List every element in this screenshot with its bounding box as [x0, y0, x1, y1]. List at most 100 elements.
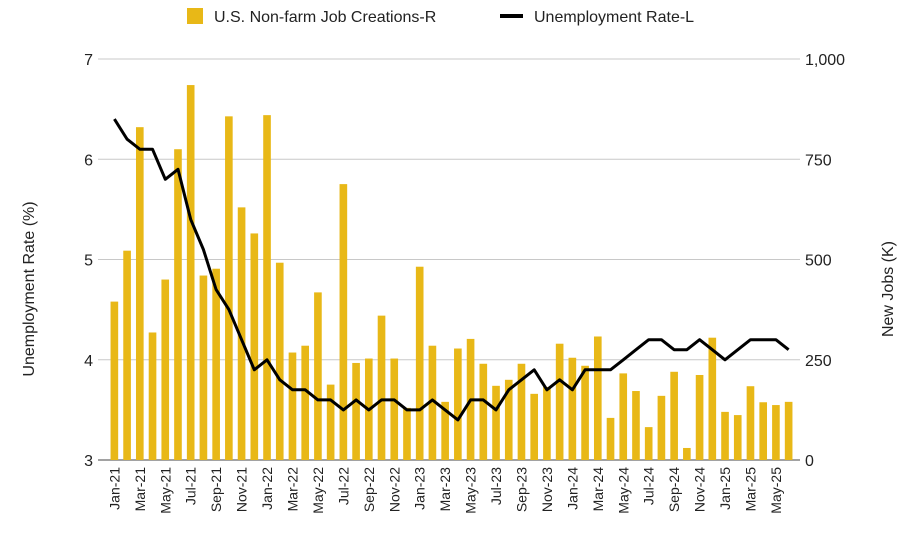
job-bar [593, 336, 602, 460]
job-bar [568, 357, 577, 460]
job-bar [199, 275, 208, 460]
job-bar [186, 85, 195, 460]
left-tick-label: 4 [84, 353, 93, 370]
job-bar [454, 348, 462, 460]
right-axis-ticks: 0 250 500 750 1,000 [805, 52, 845, 470]
x-tick-label: Sep-22 [361, 467, 377, 512]
x-tick-label: Jul-22 [335, 467, 351, 505]
job-bar [237, 207, 246, 460]
job-bar [492, 385, 500, 460]
x-tick-label: Jan-24 [564, 467, 580, 510]
job-bar [759, 402, 768, 460]
bar-series [110, 85, 793, 461]
legend-line-label: Unemployment Rate-L [534, 9, 694, 26]
x-tick-label: Nov-21 [234, 467, 250, 512]
x-tick-label: Jul-23 [488, 467, 504, 505]
x-tick-label: Jan-21 [106, 467, 122, 510]
job-bar [530, 393, 539, 460]
job-bar [772, 405, 780, 460]
job-bar [733, 415, 742, 460]
x-tick-label: May-23 [463, 467, 479, 514]
job-bar [644, 427, 653, 460]
job-bar [555, 343, 564, 460]
x-tick-label: Mar-24 [590, 467, 606, 512]
left-tick-label: 6 [84, 152, 93, 169]
job-bar [517, 363, 526, 460]
job-bar [390, 358, 399, 460]
job-bar [301, 345, 310, 460]
x-tick-label: May-24 [615, 467, 631, 514]
job-bar [721, 411, 729, 460]
x-tick-label: Jul-21 [183, 467, 199, 505]
job-bar [441, 401, 449, 460]
job-bar [657, 395, 666, 460]
job-bar [314, 292, 322, 460]
job-bar [174, 149, 182, 460]
job-bar [581, 365, 589, 460]
job-bar [275, 262, 284, 460]
job-bar [632, 391, 640, 460]
x-tick-label: Sep-24 [666, 467, 682, 512]
left-tick-label: 7 [84, 52, 93, 69]
job-bar [606, 417, 615, 460]
job-bar [784, 401, 793, 460]
job-bar [225, 116, 233, 460]
job-bar [161, 279, 170, 460]
x-tick-label: Sep-23 [513, 467, 529, 512]
job-bar [377, 315, 386, 460]
job-bar [250, 233, 259, 460]
x-tick-label: Nov-22 [386, 467, 402, 512]
job-bar [708, 337, 717, 460]
right-tick-label: 750 [805, 152, 832, 169]
x-tick-label: Nov-24 [692, 467, 708, 512]
job-bar [135, 127, 144, 461]
line-series [113, 118, 790, 422]
job-bar [288, 352, 297, 460]
x-tick-label: Mar-23 [437, 467, 453, 512]
job-bar [403, 407, 411, 460]
job-bar [212, 268, 220, 460]
x-tick-label: Mar-22 [284, 467, 300, 512]
x-tick-label: Mar-25 [742, 467, 758, 512]
x-tick-label: Sep-21 [208, 467, 224, 512]
right-tick-label: 250 [805, 353, 832, 370]
legend-bar-swatch [187, 8, 203, 24]
left-tick-label: 5 [84, 253, 93, 270]
right-axis-title: New Jobs (K) [880, 241, 897, 337]
job-bar [479, 363, 488, 460]
x-axis-ticks: Jan-21 Mar-21 May-21 Jul-21 Sep-21 Nov-21 Jan-… [106, 467, 784, 514]
job-bar [339, 184, 348, 460]
job-bar [619, 373, 628, 460]
right-tick-label: 1,000 [805, 52, 845, 69]
job-bar [695, 374, 704, 460]
job-bar [428, 345, 437, 460]
job-bar [504, 379, 513, 460]
x-tick-label: May-25 [768, 467, 784, 514]
job-bar [110, 301, 119, 460]
job-bar [263, 115, 271, 460]
left-axis-ticks: 3 4 5 6 7 [84, 52, 93, 470]
right-tick-label: 500 [805, 253, 832, 270]
job-bar [148, 332, 157, 460]
left-tick-label: 3 [84, 453, 93, 470]
x-tick-label: Nov-23 [539, 467, 555, 512]
right-tick-label: 0 [805, 453, 814, 470]
job-bar [123, 250, 131, 460]
x-tick-label: Jan-23 [412, 467, 428, 510]
unemployment-line [113, 118, 790, 422]
x-tick-label: Jan-25 [717, 467, 733, 510]
job-bar [352, 362, 360, 460]
job-bar [415, 266, 424, 460]
legend-bar-label: U.S. Non-farm Job Creations-R [214, 9, 436, 26]
job-bar [746, 386, 755, 460]
x-tick-label: Mar-21 [132, 467, 148, 512]
x-tick-label: Jul-24 [641, 467, 657, 505]
x-tick-label: Jan-22 [259, 467, 275, 510]
job-bar [326, 384, 335, 460]
job-bar [670, 371, 678, 460]
left-axis-title: Unemployment Rate (%) [21, 201, 38, 376]
x-tick-label: May-21 [157, 467, 173, 514]
job-bar [683, 447, 691, 460]
x-tick-label: May-22 [310, 467, 326, 514]
